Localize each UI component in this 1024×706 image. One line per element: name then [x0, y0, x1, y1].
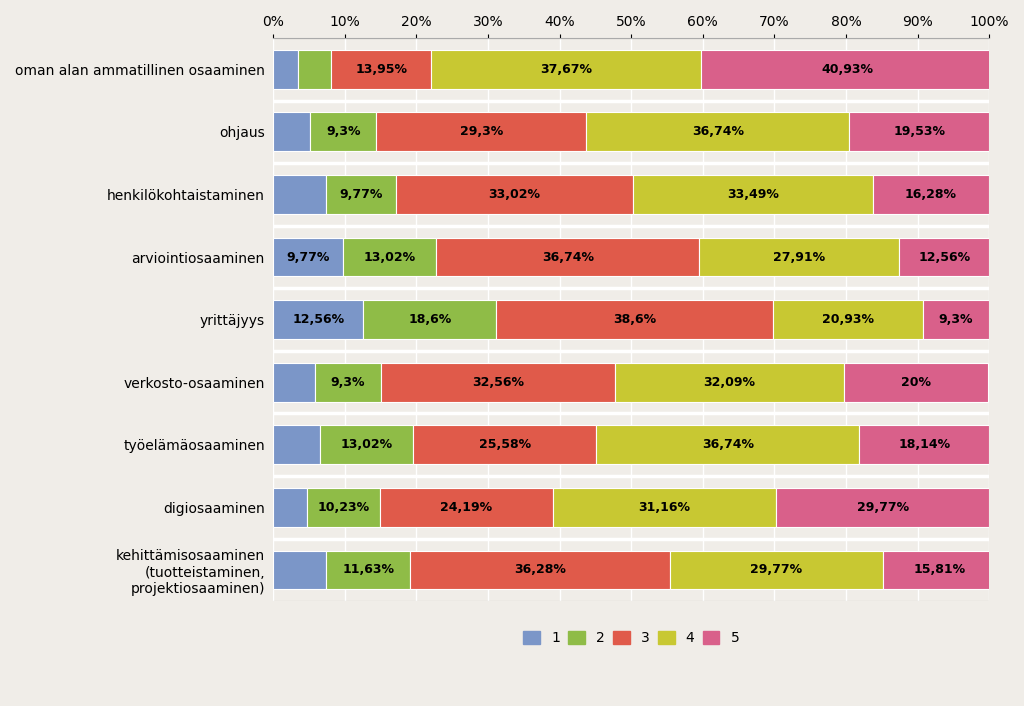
- Text: 32,09%: 32,09%: [703, 376, 756, 389]
- Bar: [923, 300, 989, 339]
- Bar: [314, 363, 381, 402]
- Bar: [587, 112, 849, 151]
- Text: 18,14%: 18,14%: [898, 438, 950, 451]
- Text: 10,23%: 10,23%: [317, 501, 370, 514]
- Bar: [899, 238, 989, 277]
- Text: 29,77%: 29,77%: [750, 563, 802, 576]
- Bar: [773, 300, 923, 339]
- Text: 33,49%: 33,49%: [727, 188, 778, 201]
- Text: 9,3%: 9,3%: [939, 313, 973, 326]
- Bar: [431, 50, 701, 89]
- Text: 11,63%: 11,63%: [342, 563, 394, 576]
- Bar: [633, 175, 872, 214]
- Bar: [553, 488, 776, 527]
- Bar: [273, 488, 306, 527]
- Bar: [614, 363, 845, 402]
- Text: 29,77%: 29,77%: [857, 501, 908, 514]
- Bar: [319, 426, 413, 464]
- Bar: [380, 488, 553, 527]
- Bar: [776, 488, 989, 527]
- Bar: [332, 50, 431, 89]
- Text: 13,02%: 13,02%: [340, 438, 392, 451]
- Bar: [273, 551, 327, 590]
- Bar: [859, 426, 989, 464]
- Bar: [273, 426, 319, 464]
- Text: 19,53%: 19,53%: [893, 126, 945, 138]
- Bar: [396, 175, 633, 214]
- Text: 9,3%: 9,3%: [326, 126, 360, 138]
- Bar: [273, 300, 364, 339]
- Text: 9,77%: 9,77%: [287, 251, 330, 263]
- Legend: 1, 2, 3, 4, 5: 1, 2, 3, 4, 5: [517, 626, 744, 651]
- Text: 36,28%: 36,28%: [514, 563, 565, 576]
- Text: 13,95%: 13,95%: [355, 63, 408, 76]
- Text: 20%: 20%: [901, 376, 931, 389]
- Text: 31,16%: 31,16%: [639, 501, 690, 514]
- Text: 12,56%: 12,56%: [919, 251, 971, 263]
- Text: 13,02%: 13,02%: [364, 251, 416, 263]
- Bar: [497, 300, 773, 339]
- Bar: [410, 551, 670, 590]
- Bar: [377, 112, 587, 151]
- Bar: [343, 238, 436, 277]
- Text: 18,6%: 18,6%: [409, 313, 452, 326]
- Text: 36,74%: 36,74%: [692, 126, 743, 138]
- Text: 38,6%: 38,6%: [613, 313, 656, 326]
- Bar: [699, 238, 899, 277]
- Text: 12,56%: 12,56%: [292, 313, 344, 326]
- Bar: [306, 488, 380, 527]
- Text: 15,81%: 15,81%: [913, 563, 966, 576]
- Text: 37,67%: 37,67%: [540, 63, 592, 76]
- Bar: [273, 238, 343, 277]
- Text: 40,93%: 40,93%: [821, 63, 873, 76]
- Bar: [883, 551, 996, 590]
- Bar: [413, 426, 596, 464]
- Bar: [273, 175, 327, 214]
- Bar: [327, 175, 396, 214]
- Bar: [670, 551, 883, 590]
- Text: 27,91%: 27,91%: [773, 251, 825, 263]
- Bar: [845, 363, 987, 402]
- Bar: [273, 363, 314, 402]
- Text: 20,93%: 20,93%: [821, 313, 873, 326]
- Bar: [364, 300, 497, 339]
- Bar: [701, 50, 994, 89]
- Bar: [849, 112, 989, 151]
- Bar: [436, 238, 699, 277]
- Text: 25,58%: 25,58%: [478, 438, 530, 451]
- Bar: [273, 112, 310, 151]
- Text: 9,77%: 9,77%: [340, 188, 383, 201]
- Bar: [872, 175, 989, 214]
- Bar: [273, 50, 298, 89]
- Bar: [298, 50, 332, 89]
- Bar: [327, 551, 410, 590]
- Text: 36,74%: 36,74%: [542, 251, 594, 263]
- Text: 24,19%: 24,19%: [440, 501, 493, 514]
- Bar: [381, 363, 614, 402]
- Bar: [596, 426, 859, 464]
- Text: 32,56%: 32,56%: [472, 376, 524, 389]
- Text: 16,28%: 16,28%: [905, 188, 957, 201]
- Text: 29,3%: 29,3%: [460, 126, 503, 138]
- Text: 36,74%: 36,74%: [701, 438, 754, 451]
- Text: 9,3%: 9,3%: [331, 376, 366, 389]
- Bar: [310, 112, 377, 151]
- Text: 33,02%: 33,02%: [488, 188, 541, 201]
